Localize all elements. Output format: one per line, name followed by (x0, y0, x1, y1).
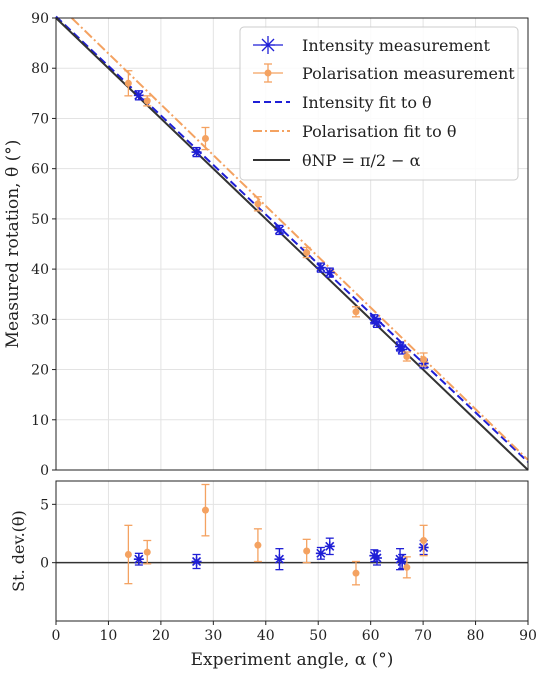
residual-data-marks (124, 483, 429, 586)
legend-text-polarisation: Polarisation measurement (302, 64, 515, 83)
legend-text-polarisation-fit: Polarisation fit to θ (302, 122, 456, 141)
polarisation-point (302, 246, 311, 259)
legend-label-intensity-fit: Intensity fit to θ (302, 93, 432, 112)
intensity-point (274, 224, 285, 236)
polarisation-point (302, 538, 311, 564)
main-y-tick-label: 70 (31, 111, 49, 127)
intensity-point (191, 146, 202, 158)
legend-item-intensity: Intensity measurement (253, 36, 490, 55)
legend-label-polarisation: Polarisation measurement (302, 64, 515, 83)
polarisation-point (351, 306, 360, 318)
main-panel: 0 10 20 30 40 50 60 70 80 90 Measured rotation, θ… (3, 11, 529, 479)
x-tick-label: 90 (519, 628, 537, 644)
x-tick-label: 0 (52, 628, 61, 644)
main-fit-lines (55, 15, 529, 471)
x-tick-label: 80 (467, 628, 485, 644)
intensity-point (315, 262, 326, 273)
polarisation-point (419, 352, 428, 367)
legend-box (239, 26, 519, 181)
main-data-marks (124, 70, 429, 369)
residual-y-tick-label: 0 (40, 556, 49, 572)
fit-line-np (55, 17, 529, 471)
fit-line-polfit (71, 17, 529, 461)
main-y-axis-label: Measured rotation, θ (°) (3, 140, 23, 349)
polarisation-point (402, 556, 411, 579)
intensity-point (371, 317, 382, 329)
legend-label-polarisation-fit: Polarisation fit to θ (302, 122, 456, 141)
polarisation-point (201, 483, 210, 537)
residual-panel: 05 0 10 20 30 40 50 60 70 80 90 St. dev.(θ) Exper… (9, 480, 537, 670)
fit-line-intfit (55, 15, 529, 463)
x-tick-label: 60 (362, 628, 380, 644)
polarisation-point (201, 126, 210, 151)
legend-label-intensity: Intensity measurement (302, 36, 490, 55)
main-y-tick-label: 10 (31, 413, 49, 429)
polarisation-point (143, 539, 152, 565)
polarisation-point (124, 70, 133, 97)
intensity-point (324, 537, 335, 556)
polarisation-point (351, 560, 360, 586)
legend-item-intensity-fit: Intensity fit to θ (253, 93, 432, 112)
x-tick-label: 40 (257, 628, 275, 644)
main-y-tick-label: 0 (40, 463, 49, 479)
intensity-point (315, 546, 326, 560)
intensity-point (397, 553, 408, 570)
intensity-point (191, 553, 202, 570)
residual-y-tick-label: 5 (40, 497, 49, 513)
polarisation-point (419, 524, 428, 557)
polarisation-point (253, 196, 262, 212)
main-y-tick-label: 90 (31, 11, 49, 27)
legend-item-np: θNP = π/2 − α (253, 151, 421, 170)
main-y-tick-label: 80 (31, 61, 49, 77)
intensity-point (324, 267, 335, 278)
legend-text-intensity-fit: Intensity fit to θ (302, 93, 432, 112)
x-axis-label: Experiment angle, α (°) (191, 650, 394, 670)
intensity-point (133, 90, 144, 101)
x-tick-label: 70 (414, 628, 432, 644)
legend-intensity-marker (253, 36, 283, 54)
legend-polarisation-marker (253, 63, 283, 83)
x-tick-label: 50 (309, 628, 327, 644)
polarisation-point (124, 524, 133, 585)
legend-item-polarisation: Polarisation measurement (253, 63, 515, 83)
residual-y-ticks: 05 (40, 497, 56, 572)
legend-text-np: θNP = π/2 − α (302, 151, 421, 170)
main-y-tick-label: 50 (31, 212, 49, 228)
intensity-point (371, 550, 382, 566)
main-y-tick-label: 30 (31, 312, 49, 328)
main-y-tick-label: 40 (31, 262, 49, 278)
polarisation-point (143, 95, 152, 107)
legend: Intensity measurement Polarisation measu… (239, 26, 519, 181)
legend-label-np: θNP = π/2 − α (302, 151, 421, 170)
residual-y-axis-label: St. dev.(θ) (9, 510, 28, 592)
legend-item-polarisation-fit: Polarisation fit to θ (253, 122, 456, 141)
x-tick-label: 20 (152, 628, 170, 644)
polarisation-point (253, 528, 262, 563)
legend-text-intensity: Intensity measurement (302, 36, 490, 55)
polarisation-point (402, 351, 411, 362)
main-y-tick-label: 60 (31, 162, 49, 178)
intensity-point (274, 548, 285, 571)
main-plot-frame (55, 17, 529, 471)
x-tick-label: 10 (100, 628, 118, 644)
intensity-point (397, 344, 408, 355)
x-tick-label: 30 (204, 628, 222, 644)
residual-plot-frame (55, 480, 529, 622)
main-y-ticks: 0 10 20 30 40 50 60 70 80 90 (31, 11, 56, 479)
intensity-point (133, 552, 144, 566)
main-y-tick-label: 20 (31, 363, 49, 379)
residual-x-ticks: 0 10 20 30 40 50 60 70 80 90 (52, 621, 537, 644)
